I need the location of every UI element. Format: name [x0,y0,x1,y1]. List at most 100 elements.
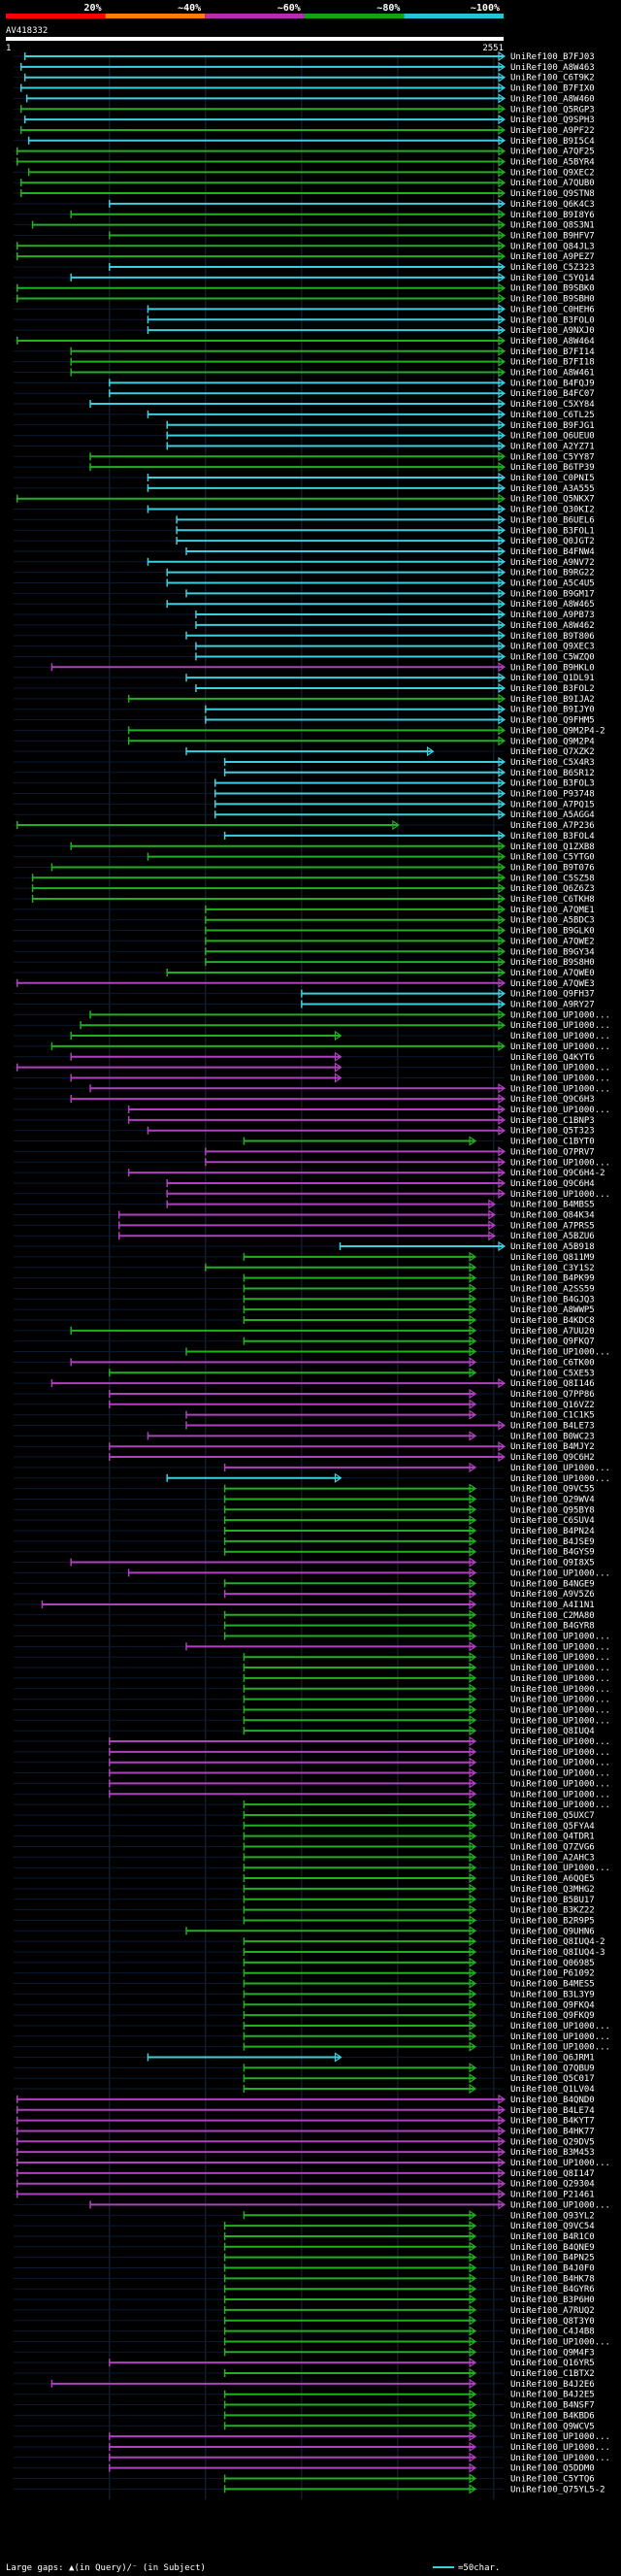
hit-row[interactable]: UniRef100_B4J2E6 [14,2378,595,2390]
hit-row[interactable]: UniRef100_B4NGE9 [14,1578,595,1589]
hit-row[interactable]: UniRef100_A2YZ71 [14,441,595,451]
hit-row[interactable]: UniRef100_A7QWE3 [14,977,595,989]
hit-row[interactable]: UniRef100_Q9XEC2 [14,167,595,178]
hit-row[interactable]: UniRef100_Q5RGP3 [14,104,595,115]
hit-row[interactable]: UniRef100_B6TP39 [14,462,595,473]
hit-row[interactable]: UniRef100_Q0JGT2 [14,535,595,546]
hit-row[interactable]: UniRef100_A9NXJ0 [14,324,595,336]
hit-row[interactable]: UniRef100_B4KBD6 [14,2410,595,2421]
hit-row[interactable]: UniRef100_C5WZQ0 [14,651,595,662]
hit-row[interactable]: UniRef100_B3KZ22 [14,1904,595,1916]
hit-row[interactable]: UniRef100_B4R1C0 [14,2230,595,2242]
hit-row[interactable]: UniRef100_B3M453 [14,2147,595,2158]
hit-row[interactable]: UniRef100_Q9C6H4-2 [14,1167,605,1178]
hit-row[interactable]: UniRef100_C1BNP3 [14,1114,595,1126]
hit-row[interactable]: UniRef100_A8W465 [14,599,595,610]
hit-row[interactable]: UniRef100_P21461 [14,2189,595,2200]
hit-row[interactable]: UniRef100_UP1000... [14,2336,610,2347]
hit-row[interactable]: UniRef100_B4KYT7 [14,2115,595,2127]
hit-row[interactable]: UniRef100_B9S8H0 [14,956,595,968]
hit-row[interactable]: UniRef100_Q9C6H3 [14,1094,595,1105]
hit-row[interactable]: UniRef100_B9I5C4 [14,135,595,147]
hit-row[interactable]: UniRef100_B7FI14 [14,346,595,357]
hit-row[interactable]: UniRef100_Q93YL2 [14,2210,595,2221]
hit-row[interactable]: UniRef100_UP1000... [14,1188,610,1200]
hit-row[interactable]: UniRef100_C5XY84 [14,398,595,410]
hit-row[interactable]: UniRef100_Q7PP86 [14,1388,595,1400]
hit-row[interactable]: UniRef100_Q5C017 [14,2073,595,2084]
hit-row[interactable]: UniRef100_Q9VC55 [14,1483,595,1495]
hit-row[interactable]: UniRef100_Q9M4F3 [14,2347,595,2358]
hit-row[interactable]: UniRef100_B3FOL1 [14,525,595,536]
hit-row[interactable]: UniRef100_Q29304 [14,2178,595,2190]
hit-row[interactable]: UniRef100_A8W462 [14,619,595,631]
hit-row[interactable]: UniRef100_C5YTQ6 [14,2473,595,2485]
hit-row[interactable]: UniRef100_B4JSE9 [14,1536,595,1547]
hit-row[interactable]: UniRef100_Q9FKQ4 [14,1999,595,2010]
hit-row[interactable]: UniRef100_UP1000... [14,1863,610,1873]
hit-row[interactable]: UniRef100_Q7PRV7 [14,1146,595,1157]
hit-row[interactable]: UniRef100_Q16VZ2 [14,1399,595,1410]
hit-row[interactable]: UniRef100_UP1000... [14,1346,610,1358]
hit-row[interactable]: UniRef100_C5YQ14 [14,272,595,283]
hit-row[interactable]: UniRef100_B7FJ03 [14,50,595,62]
hit-row[interactable]: UniRef100_C6T9K2 [14,72,595,83]
hit-row[interactable]: UniRef100_P93748 [14,788,595,800]
hit-row[interactable]: UniRef100_B9HKL0 [14,662,595,673]
hit-row[interactable]: UniRef100_B4QND0 [14,2094,595,2105]
hit-row[interactable]: UniRef100_C6SUV4 [14,1515,595,1526]
hit-row[interactable]: UniRef100_B4MES5 [14,1978,595,1990]
hit-row[interactable]: UniRef100_B4FQJ9 [14,378,595,388]
hit-row[interactable]: UniRef100_B9RG22 [14,567,595,578]
hit-row[interactable]: UniRef100_Q9C6H4 [14,1177,595,1189]
hit-row[interactable]: UniRef100_B4LE73 [14,1420,595,1432]
hit-row[interactable]: UniRef100_B3FOL3 [14,777,595,789]
hit-row[interactable]: UniRef100_A9NV72 [14,556,595,568]
hit-row[interactable]: UniRef100_Q7QBU9 [14,2063,595,2073]
hit-row[interactable]: UniRef100_A3A555 [14,482,595,494]
hit-row[interactable]: UniRef100_A4I1N1 [14,1599,595,1610]
hit-row[interactable]: UniRef100_B4FC07 [14,388,595,399]
hit-row[interactable]: UniRef100_A7P236 [14,819,595,831]
hit-row[interactable]: UniRef100_Q5T323 [14,1125,595,1137]
hit-row[interactable]: UniRef100_Q06985 [14,1957,595,1968]
hit-row[interactable]: UniRef100_UP1000... [14,1462,610,1473]
hit-row[interactable]: UniRef100_Q1LV04 [14,2083,595,2095]
hit-row[interactable]: UniRef100_A8W460 [14,93,595,104]
hit-row[interactable]: UniRef100_B4GJQ3 [14,1294,595,1305]
hit-row[interactable]: UniRef100_B4FNW4 [14,545,595,557]
hit-row[interactable]: UniRef100_Q9WCV5 [14,2421,595,2431]
hit-row[interactable]: UniRef100_UP1000... [14,2157,610,2168]
hit-row[interactable]: UniRef100_B9SBH0 [14,293,595,305]
hit-row[interactable]: UniRef100_B4PK99 [14,1272,595,1284]
hit-row[interactable]: UniRef100_Q16YR5 [14,2358,595,2368]
hit-row[interactable]: UniRef100_Q75YL5-2 [14,2484,605,2494]
hit-row[interactable]: UniRef100_Q84JL3 [14,241,595,251]
hit-row[interactable]: UniRef100_C5YY87 [14,451,595,462]
hit-row[interactable]: UniRef100_Q29WV4 [14,1494,595,1504]
hit-row[interactable]: UniRef100_Q9XEC3 [14,641,595,652]
hit-row[interactable]: UniRef100_B9FJG1 [14,419,595,431]
hit-row[interactable]: UniRef100_B9SBK0 [14,282,595,294]
hit-row[interactable]: UniRef100_Q9FH37 [14,988,595,1000]
hit-row[interactable]: UniRef100_Q8IUQ4 [14,1726,595,1736]
hit-row[interactable]: UniRef100_A8WWP5 [14,1305,595,1315]
hit-row[interactable]: UniRef100_A7QWE2 [14,936,595,946]
hit-row[interactable]: UniRef100_B9GM17 [14,588,595,599]
hit-row[interactable]: UniRef100_UP1000... [14,1735,610,1747]
hit-row[interactable]: UniRef100_Q1ZXB8 [14,841,595,852]
hit-row[interactable]: UniRef100_B4GYS9 [14,1546,595,1558]
hit-row[interactable]: UniRef100_B4MJY2 [14,1441,595,1452]
hit-row[interactable]: UniRef100_B5BU17 [14,1894,595,1905]
hit-row[interactable]: UniRef100_A9PEZ7 [14,251,595,262]
hit-row[interactable]: UniRef100_A5C4U5 [14,578,595,589]
hit-row[interactable]: UniRef100_B9GLK0 [14,925,595,937]
hit-row[interactable]: UniRef100_UP1000... [14,1757,610,1768]
hit-row[interactable]: UniRef100_A5AGG4 [14,809,595,820]
hit-row[interactable]: UniRef100_C6TL25 [14,409,595,420]
hit-row[interactable]: UniRef100_B4PN24 [14,1525,595,1536]
hit-row[interactable]: UniRef100_B4MBS5 [14,1199,595,1210]
hit-row[interactable]: UniRef100_UP1000... [14,1020,610,1031]
hit-row[interactable]: UniRef100_B4PN25 [14,2252,595,2263]
hit-row[interactable]: UniRef100_A7QUB0 [14,178,595,188]
